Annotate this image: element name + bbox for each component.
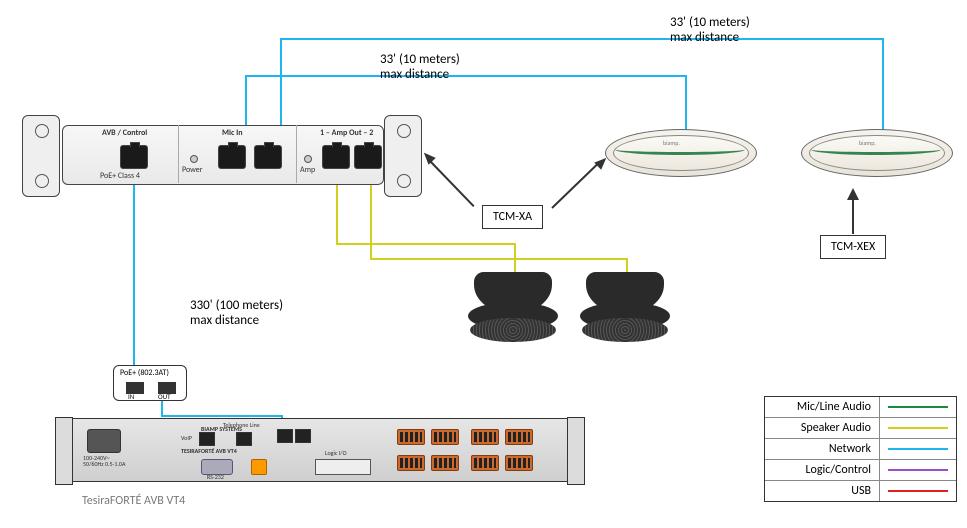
legend-label: Speaker Audio bbox=[765, 418, 880, 438]
legend-swatch bbox=[888, 469, 948, 471]
dist-line: max distance bbox=[380, 67, 460, 82]
label-tcm-xa-text: TCM-XA bbox=[493, 210, 532, 224]
label-tcm-xex-text: TCM-XEX bbox=[831, 240, 875, 254]
legend-swatch bbox=[888, 490, 948, 492]
legend-label: Network bbox=[765, 439, 880, 459]
legend-row: USB bbox=[765, 481, 956, 501]
ceiling-speaker-2 bbox=[586, 272, 664, 342]
legend-row: Speaker Audio bbox=[765, 418, 956, 439]
phoenix-port bbox=[505, 429, 533, 445]
legend-row: Mic/Line Audio bbox=[765, 397, 956, 418]
caption: TesiraFORTÉ AVB VT4 bbox=[82, 494, 185, 508]
cable-net-mic1 bbox=[685, 75, 687, 130]
rack-tel: Telephone Line bbox=[223, 421, 260, 429]
amp-out-port-1 bbox=[322, 145, 350, 169]
phoenix-port bbox=[471, 429, 499, 445]
rack-voip: VoIP bbox=[181, 434, 192, 442]
arrow-stem bbox=[852, 200, 854, 234]
cable-net-mic2 bbox=[280, 38, 884, 40]
rack-logic-block bbox=[315, 459, 371, 475]
rack-logic: Logic I/O bbox=[325, 449, 347, 457]
arrow-stem bbox=[429, 160, 474, 207]
dist-line: 33' (10 meters) bbox=[670, 15, 750, 30]
mic-brand-icon: biamp. bbox=[859, 139, 876, 147]
amp-flange-right bbox=[384, 115, 422, 197]
label-tcm-xa: TCM-XA bbox=[482, 205, 543, 229]
legend: Mic/Line AudioSpeaker AudioNetworkLogic/… bbox=[764, 396, 957, 502]
rack-net-port-2 bbox=[295, 429, 311, 443]
amp-label-poe: PoE+ Class 4 bbox=[100, 171, 140, 181]
poe-injector: PoE+ (802.3AT) IN OUT bbox=[113, 365, 187, 401]
legend-label: Logic/Control bbox=[765, 460, 880, 480]
mic-brand-icon: biamp. bbox=[663, 139, 680, 147]
diagram-stage: { "distance_labels": { "top_right": {"li… bbox=[0, 0, 967, 528]
legend-label: USB bbox=[765, 481, 880, 501]
rack-rs: RS-232 bbox=[207, 473, 224, 481]
amp-label-ampout: 1 – Amp Out – 2 bbox=[320, 128, 373, 138]
legend-swatch bbox=[888, 427, 948, 429]
rack-ear bbox=[567, 417, 585, 485]
phoenix-port bbox=[431, 429, 459, 445]
rack-unit: 100-240V~ 50/60Hz 0.5-1.0A BIAMP SYSTEMS… bbox=[70, 418, 570, 482]
ceiling-speaker-1 bbox=[474, 272, 552, 342]
label-tcm-xex: TCM-XEX bbox=[820, 235, 886, 259]
dist-top-right: 33' (10 meters) max distance bbox=[670, 15, 750, 45]
cable-net-mic1 bbox=[245, 75, 685, 77]
dist-line: max distance bbox=[670, 30, 750, 45]
poe-in: IN bbox=[128, 392, 134, 401]
amp-mic-port-1 bbox=[218, 145, 246, 169]
phoenix-port bbox=[431, 455, 459, 471]
amp-amp-led bbox=[304, 155, 312, 163]
dist-line: 330' (100 meters) bbox=[190, 298, 283, 313]
rack-net-port-1 bbox=[277, 429, 293, 443]
legend-swatch bbox=[888, 448, 948, 450]
amp-label-power: Power bbox=[182, 165, 203, 175]
rack-tel-port bbox=[236, 432, 252, 446]
dist-top-mid: 33' (10 meters) max distance bbox=[380, 52, 460, 82]
poe-out: OUT bbox=[158, 392, 171, 401]
legend-row: Network bbox=[765, 439, 956, 460]
tcm-xex-mic: biamp. bbox=[801, 129, 951, 179]
phoenix-port bbox=[397, 455, 425, 471]
rack-hz: 100-240V~ 50/60Hz 0.5-1.0A bbox=[83, 455, 131, 467]
tcm-xa-mic: biamp. bbox=[605, 129, 755, 179]
amp-unit: AVB / Control PoE+ Class 4 Mic In Power … bbox=[22, 115, 422, 195]
arrow-stem bbox=[551, 164, 598, 209]
legend-label: Mic/Line Audio bbox=[765, 397, 880, 417]
dist-line: 33' (10 meters) bbox=[380, 52, 460, 67]
cable-net-mic2 bbox=[882, 38, 884, 130]
legend-swatch bbox=[888, 406, 948, 408]
cable-spk1 bbox=[336, 243, 516, 245]
amp-power-led bbox=[190, 155, 198, 163]
dist-left: 330' (100 meters) max distance bbox=[190, 298, 283, 328]
phoenix-port bbox=[471, 455, 499, 471]
amp-label-amp: Amp bbox=[300, 165, 315, 175]
rack-ear bbox=[55, 417, 73, 485]
legend-row: Logic/Control bbox=[765, 460, 956, 481]
phoenix-port bbox=[397, 429, 425, 445]
rack-model: TESIRAFORTÉ AVB VT4 bbox=[181, 447, 237, 455]
amp-flange-left bbox=[22, 115, 60, 197]
phoenix-port bbox=[505, 455, 533, 471]
cable-net-avb bbox=[133, 175, 135, 365]
amp-out-port-2 bbox=[354, 145, 382, 169]
cable-net-rack bbox=[161, 415, 281, 417]
cable-net-mic2 bbox=[280, 40, 282, 125]
arrow-up-icon bbox=[847, 188, 859, 200]
amp-label-avb: AVB / Control bbox=[102, 128, 147, 138]
poe-title: PoE+ (802.3AT) bbox=[120, 368, 169, 378]
rack-voip-port bbox=[199, 432, 215, 446]
iec-inlet-icon bbox=[87, 429, 121, 453]
amp-mic-port-2 bbox=[254, 145, 282, 169]
cable-spk2 bbox=[370, 258, 628, 260]
amp-label-mic: Mic In bbox=[222, 128, 243, 138]
amp-avb-port bbox=[120, 145, 148, 169]
usb-port-icon bbox=[251, 459, 267, 475]
dist-line: max distance bbox=[190, 313, 283, 328]
